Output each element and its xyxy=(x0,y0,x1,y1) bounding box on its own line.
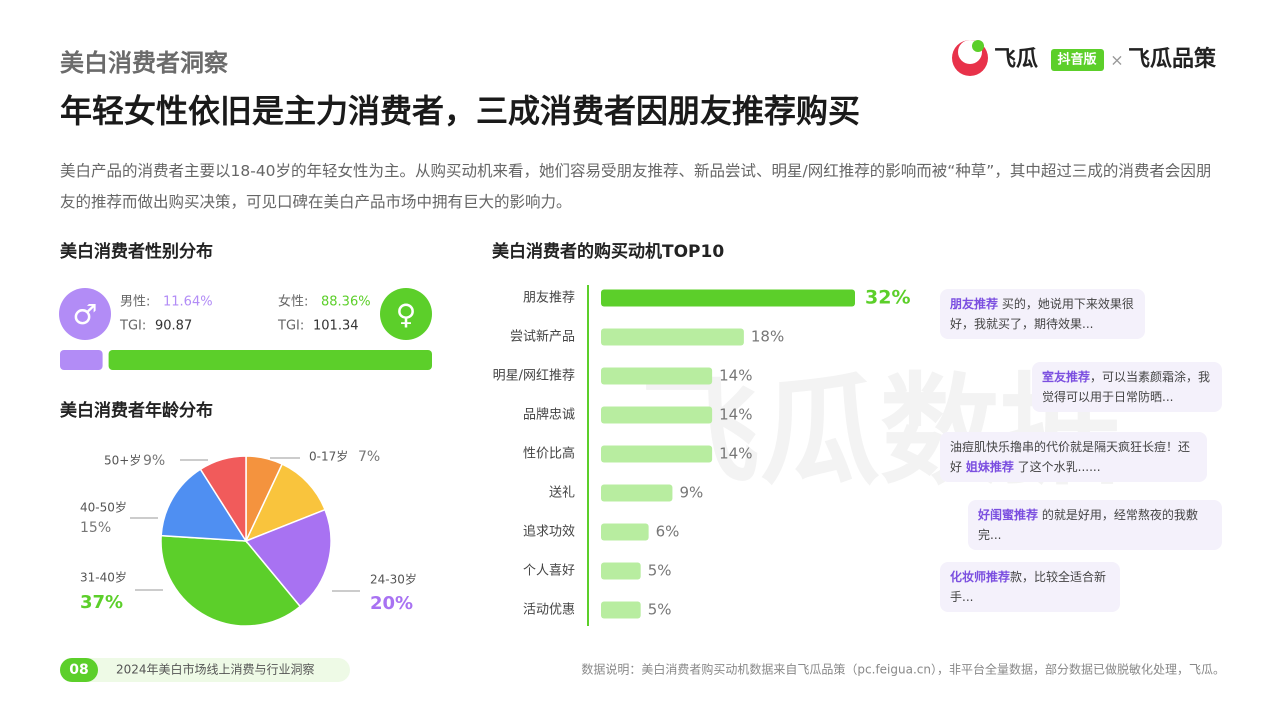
quote-highlight: 好闺蜜推荐 xyxy=(978,508,1039,522)
pie-slice xyxy=(244,508,332,608)
value-label: 14% xyxy=(719,445,752,463)
gender-bar xyxy=(108,350,432,370)
category-label: 个人喜好 xyxy=(523,564,575,579)
pie-slice xyxy=(244,463,327,543)
pie-category: 31-40岁 xyxy=(80,570,127,585)
bar xyxy=(601,328,744,346)
bar xyxy=(601,562,641,580)
value-label: 9% xyxy=(679,484,703,502)
share-label: 11.64% xyxy=(163,295,213,310)
bar xyxy=(601,445,713,463)
page-badge xyxy=(60,658,98,682)
pie-slice xyxy=(199,455,247,544)
tgi-label: TGI: xyxy=(119,319,146,334)
pie-category: 50+岁 xyxy=(104,453,141,468)
category-label: 活动优惠 xyxy=(523,603,575,618)
brand-partner: 飞瓜品策 xyxy=(1128,46,1217,72)
page-number: 08 xyxy=(69,662,88,678)
bar xyxy=(601,289,855,307)
report-name: 2024年美白市场线上消费与行业洞察 xyxy=(116,662,315,677)
pie-category: 24-30岁 xyxy=(370,572,417,587)
quote-after: 买的，她说用下来效果很好，我就买了，期待效果... xyxy=(950,297,1134,331)
category-label: 朋友推荐 xyxy=(523,290,575,306)
category-label: 尝试新产品 xyxy=(510,329,575,345)
quote-bubble: 油痘肌快乐撸串的代价就是隔天疯狂长痘！还好 姐妹推荐 了这个水乳...... xyxy=(940,432,1207,482)
quote-bubble: 室友推荐，可以当素颜霜涂，我觉得可以用于日常防晒... xyxy=(1032,362,1222,412)
quote-highlight: 化妆师推荐 xyxy=(950,570,1011,584)
category-label: 明星/网红推荐 xyxy=(493,368,575,384)
pie-category: 0-17岁 xyxy=(309,449,348,464)
male-symbol: ♂ xyxy=(72,298,97,331)
chart-title: 美白消费者年龄分布 xyxy=(60,400,213,421)
pie-value: 7% xyxy=(358,449,380,465)
brand-separator: × xyxy=(1110,51,1123,70)
gender-bar xyxy=(60,350,103,370)
tgi-label: TGI: xyxy=(277,319,304,334)
category-label: 性价比高 xyxy=(523,446,575,462)
quote-after: ，可以当素颜霜涂，我觉得可以用于日常防晒... xyxy=(1042,370,1211,404)
value-label: 14% xyxy=(719,367,752,385)
quote-after: 了这个水乳...... xyxy=(1013,460,1101,474)
quote-after: 款，比较全适合新手... xyxy=(950,570,1107,604)
brand-name: 飞瓜 xyxy=(994,47,1038,72)
value-label: 6% xyxy=(656,523,680,541)
legend-label: 男性: xyxy=(120,295,150,310)
brand-icon-leaf xyxy=(972,40,984,52)
chart-title: 美白消费者性别分布 xyxy=(60,241,213,262)
brand-badge xyxy=(1051,49,1104,71)
share-label: 88.36% xyxy=(321,295,371,310)
quote-before: 油痘肌快乐撸串的代价就是隔天疯狂长痘！还好 xyxy=(950,440,1191,474)
value-label: 5% xyxy=(648,562,672,580)
quote-highlight: 室友推荐 xyxy=(1042,370,1091,384)
male-icon xyxy=(59,288,111,340)
category-label: 品牌忠诚 xyxy=(523,407,575,423)
value-label: 14% xyxy=(719,406,752,424)
value-label: 32% xyxy=(865,287,910,309)
value-label: 18% xyxy=(751,328,784,346)
bar xyxy=(601,406,713,424)
section-title: 美白消费者洞察 xyxy=(60,49,229,77)
footer-pill xyxy=(60,658,350,682)
description: 美白产品的消费者主要以18-40岁的年轻女性为主。从购买动机来看，她们容易受朋友… xyxy=(60,162,1212,211)
value-label: 5% xyxy=(648,601,672,619)
pie-slice xyxy=(160,468,248,542)
brand-badge-text: 抖音版 xyxy=(1057,52,1096,68)
chart-title: 美白消费者的购买动机TOP10 xyxy=(492,241,724,262)
bar xyxy=(601,523,649,541)
pie-value: 9% xyxy=(143,453,165,469)
bar xyxy=(601,484,673,502)
quote-bubble: 好闺蜜推荐 的就是好用，经常熬夜的我敷完... xyxy=(968,500,1222,550)
data-note: 数据说明：美白消费者购买动机数据来自飞瓜品策（pc.feigua.cn），非平台… xyxy=(581,662,1225,677)
pie-category: 40-50岁 xyxy=(80,500,127,515)
pie-value: 15% xyxy=(80,520,111,536)
tgi-value: 90.87 xyxy=(155,319,192,334)
category-label: 追求功效 xyxy=(523,524,575,540)
quote-highlight: 朋友推荐 xyxy=(950,297,999,311)
bar xyxy=(601,601,641,619)
pie-slice xyxy=(160,534,302,627)
quote-after: 的就是好用，经常熬夜的我敷完... xyxy=(978,508,1198,542)
quote-highlight: 姐妹推荐 xyxy=(965,460,1014,474)
quote-bubble: 朋友推荐 买的，她说用下来效果很好，我就买了，期待效果... xyxy=(940,289,1145,339)
category-label: 送礼 xyxy=(549,485,575,501)
female-icon xyxy=(380,288,432,340)
bar xyxy=(601,367,713,385)
female-symbol: ♀ xyxy=(396,298,417,331)
pie-value: 37% xyxy=(80,592,123,613)
legend-label: 女性: xyxy=(278,294,308,310)
tgi-value: 101.34 xyxy=(313,319,359,334)
pie-value: 20% xyxy=(370,593,413,614)
quote-bubble: 化妆师推荐款，比较全适合新手... xyxy=(940,562,1120,612)
page-title: 年轻女性依旧是主力消费者，三成消费者因朋友推荐购买 xyxy=(60,92,860,130)
